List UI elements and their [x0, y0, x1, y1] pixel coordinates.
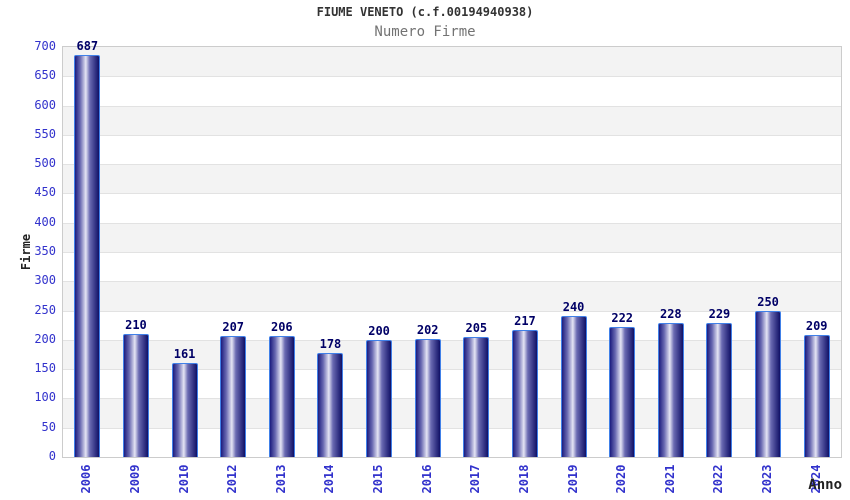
plot-band	[63, 222, 841, 252]
bar-value-label: 202	[416, 322, 439, 337]
bar-value-label: 229	[708, 306, 731, 321]
bar-value-label: 205	[465, 320, 488, 335]
gridline	[63, 105, 841, 107]
x-tick-label: 2016	[419, 464, 434, 494]
bar-2021	[657, 323, 684, 457]
gridline	[63, 134, 841, 136]
x-tick-label: 2013	[273, 464, 288, 494]
x-tick-label: 2006	[79, 464, 94, 494]
bar-2012	[220, 335, 247, 457]
y-tick-label: 50	[41, 419, 56, 434]
gridline	[63, 339, 841, 341]
chart-title: FIUME VENETO (c.f.00194940938)	[316, 5, 534, 19]
gridline	[63, 164, 841, 166]
bar-value-label: 207	[222, 319, 245, 334]
y-tick-label: 450	[34, 185, 56, 200]
bar-value-label: 228	[659, 307, 682, 322]
plot-band	[63, 134, 841, 165]
y-tick-label: 700	[34, 39, 56, 53]
x-tick-label: 2022	[711, 464, 726, 494]
plot-band	[63, 105, 841, 135]
bar-value-label: 250	[757, 294, 779, 309]
y-tick-label: 0	[48, 449, 56, 463]
x-tick-label: 2021	[662, 464, 677, 494]
chart-subtitle: Numero Firme	[374, 24, 476, 40]
plot-band	[63, 76, 841, 106]
x-tick-label: 2009	[127, 464, 142, 494]
x-tick-label: 2010	[176, 464, 191, 494]
gridline	[63, 252, 841, 253]
y-tick-label: 500	[34, 156, 56, 171]
gridline	[63, 193, 841, 195]
bar-2022	[706, 322, 733, 457]
x-tick-label: 2015	[371, 464, 386, 494]
gridline	[63, 76, 841, 78]
plot-band	[63, 281, 841, 311]
bar-2023	[755, 310, 782, 457]
x-axis-title: Anno	[808, 477, 842, 493]
y-tick-label: 550	[34, 126, 56, 141]
bar-2019	[560, 316, 587, 457]
y-tick-label: 250	[34, 302, 56, 317]
bar-2013	[268, 336, 295, 457]
y-tick-label: 600	[34, 97, 56, 112]
bar-value-label: 240	[562, 300, 585, 315]
y-tick-label: 200	[34, 331, 56, 346]
bar-value-label: 209	[805, 318, 828, 333]
plot-band	[63, 47, 841, 77]
y-tick-label: 100	[34, 390, 56, 405]
plot-band	[63, 193, 841, 223]
gridline	[63, 281, 841, 283]
gridline	[63, 222, 841, 224]
bar-2020	[609, 326, 636, 457]
bar-2006	[74, 54, 101, 457]
x-tick-label: 2017	[468, 464, 483, 494]
bar-2024	[803, 334, 830, 457]
y-tick-label: 300	[34, 273, 56, 288]
y-tick-label: 350	[34, 244, 56, 258]
x-tick-label: 2012	[225, 464, 240, 494]
bar-value-label: 178	[319, 336, 342, 351]
plot-band	[63, 252, 841, 282]
bar-2009	[122, 334, 149, 457]
y-tick-label: 400	[34, 214, 56, 229]
plot-band	[63, 164, 841, 194]
gridline	[63, 369, 841, 371]
y-tick-label: 150	[34, 361, 56, 376]
bar-2017	[463, 336, 490, 457]
gridline	[63, 427, 841, 429]
bar-2010	[171, 362, 198, 457]
x-tick-label: 2019	[565, 464, 580, 494]
bar-value-label: 206	[270, 320, 293, 335]
x-tick-label: 2018	[516, 464, 531, 494]
x-tick-label: 2020	[614, 464, 629, 494]
x-tick-label: 2023	[760, 464, 775, 494]
gridline	[63, 398, 841, 400]
plot-area: 687 210 161 207 206 178 200 202 205 217 240 222 228 2…	[62, 39, 842, 458]
bar-value-label: 222	[611, 310, 634, 325]
bar-2014	[317, 352, 344, 457]
bar-value-label: 161	[173, 346, 196, 361]
gridline	[63, 310, 841, 312]
bar-2018	[511, 329, 538, 457]
y-axis-title: Firme	[19, 233, 33, 271]
bar-value-label: 210	[125, 318, 147, 332]
bar-2015	[366, 339, 393, 457]
bar-value-label: 687	[76, 38, 99, 53]
x-tick-label: 2014	[322, 464, 337, 494]
bar-value-label: 200	[368, 323, 390, 338]
y-tick-label: 650	[34, 68, 56, 83]
bar-2016	[414, 338, 441, 457]
bar-value-label: 217	[514, 313, 536, 328]
